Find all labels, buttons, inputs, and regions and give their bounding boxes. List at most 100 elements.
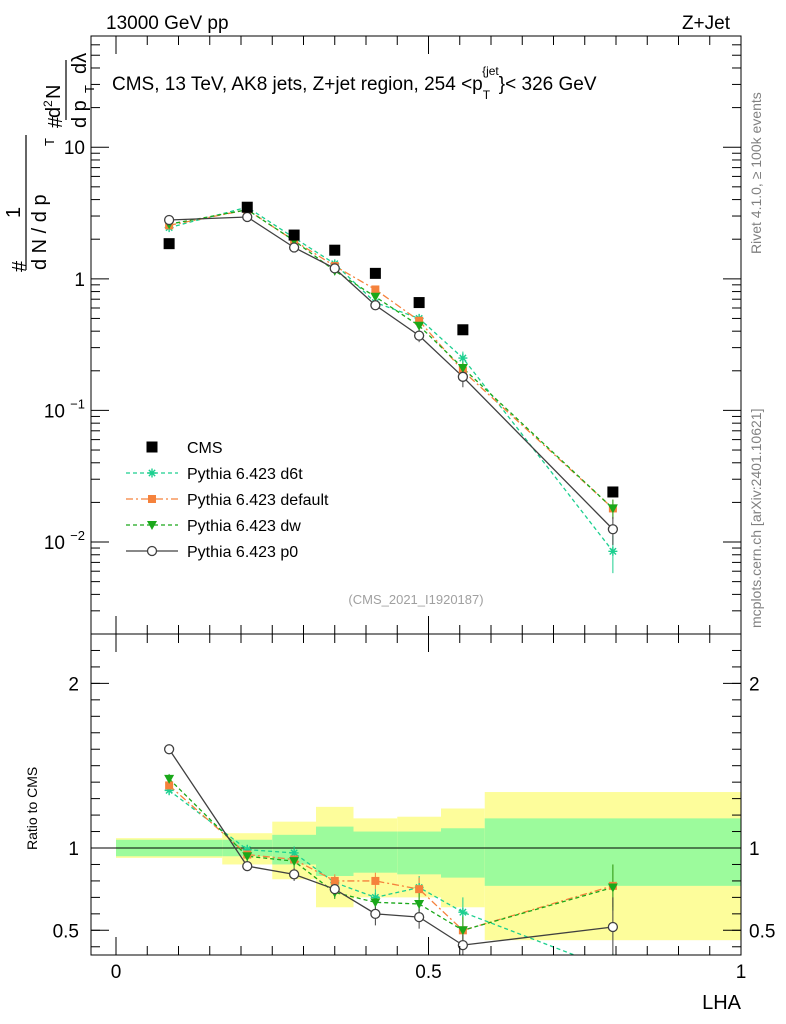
main-point-d6t: [458, 353, 468, 363]
ratio-point-d6t-shape: [289, 848, 299, 858]
main-point-p0: [413, 330, 425, 341]
ratio-point-p0-shape: [163, 744, 175, 755]
ratio-point-p0: [288, 869, 300, 880]
main-point-cms: [329, 244, 341, 256]
legend-label-d6t: Pythia 6.423 d6t: [187, 466, 303, 483]
ratio-series-line-p0: [168, 748, 613, 946]
main-point-cms-shape: [288, 229, 300, 241]
main-point-default: [371, 285, 380, 294]
ratio-ytick-label-right-2: 0.5: [749, 921, 775, 942]
legend-label-p0: Pythia 6.423 p0: [187, 544, 298, 561]
main-point-dw-shape: [414, 321, 425, 331]
ratio-point-d6t-shape: [458, 907, 468, 917]
ratio-point-p0: [163, 744, 175, 755]
ratio-point-p0: [329, 884, 340, 895]
ratio-panel-xlabel: LHA: [702, 992, 742, 1014]
ratio-point-p0-shape: [607, 921, 619, 933]
ratio-panel-marks: [163, 744, 619, 974]
title-sup: {jet: [482, 64, 499, 78]
ratio-point-d6t: [164, 785, 174, 795]
main-point-cms: [607, 486, 619, 498]
ratio-point-p0-shape: [329, 884, 340, 895]
ratio-point-default-shape: [415, 885, 424, 894]
ratio-ytick-label-right-1: 1: [749, 839, 760, 860]
main-panel-ticks: 10 1 10 −1 10 −2: [44, 35, 742, 635]
ratio-series-line-dw: [168, 778, 614, 932]
ylabel-denominator: d N / d p: [29, 194, 51, 270]
ratio-panel-ylabel: Ratio to CMS: [24, 767, 40, 850]
ratio-point-dw-shape: [242, 852, 253, 862]
main-point-d6t: [608, 546, 618, 556]
title-sup-close: }: [499, 74, 505, 95]
ratio-point-default: [165, 781, 174, 790]
ratio-point-dw: [242, 852, 253, 862]
main-point-p0: [329, 263, 340, 274]
main-ytick-exp-3: −2: [70, 528, 85, 543]
legend-label-default: Pythia 6.423 default: [187, 492, 329, 509]
main-point-cms: [288, 229, 300, 241]
ratio-band-stat: [397, 831, 441, 875]
main-point-p0-shape: [413, 330, 425, 341]
ratio-point-dw-shape: [289, 857, 300, 867]
ratio-xtick-label-2: 1: [736, 962, 747, 983]
main-point-p0-shape: [457, 371, 469, 382]
ratio-point-p0-shape: [413, 911, 425, 923]
legend-marker-cms: [146, 441, 158, 453]
ratio-xtick-label-0: 0: [111, 962, 122, 983]
ratio-point-default-shape: [330, 876, 339, 885]
main-point-p0-shape: [288, 242, 300, 253]
ratio-point-p0-shape: [242, 860, 253, 872]
ylabel-numerator-d: d: [43, 107, 65, 118]
ratio-panel-bands: [116, 792, 741, 941]
main-point-p0-shape: [607, 524, 619, 535]
main-point-cms: [163, 238, 175, 250]
legend-marker-p0: [146, 545, 158, 557]
main-point-p0: [288, 242, 300, 253]
ratio-ytick-label-left-1: 1: [68, 839, 79, 860]
ratio-point-d6t: [608, 965, 617, 974]
legend-marker-p0-shape: [146, 545, 158, 557]
ylabel-hash-2: #: [45, 116, 67, 128]
main-panel-title: CMS, 13 TeV, AK8 jets, Z+jet region, 254…: [112, 64, 597, 102]
ratio-point-dw: [370, 898, 381, 908]
ratio-point-d6t: [289, 848, 299, 858]
ratio-point-dw-shape: [164, 774, 175, 784]
ylabel-numerator-two: 2: [41, 100, 55, 107]
main-ytick-exp-2: −1: [70, 396, 85, 411]
ratio-point-p0: [413, 911, 425, 923]
main-point-p0: [607, 524, 619, 535]
main-point-dw-shape: [370, 292, 381, 302]
main-point-dw: [370, 292, 381, 302]
ylabel-numerator-n: N: [43, 85, 65, 99]
ratio-point-default: [371, 876, 380, 885]
legend-marker-d6t: [147, 468, 157, 478]
ratio-point-d6t-shape: [242, 845, 252, 855]
header-right: Z+Jet: [682, 13, 731, 34]
ratio-band-stat: [441, 828, 485, 878]
ylabel-lambda: dλ: [69, 53, 91, 74]
ratio-ytick-label-left-0: 2: [68, 674, 79, 695]
rivet-version-label: Rivet 4.1.0, ≥ 100k events: [748, 92, 764, 254]
ratio-panel-frame: [90, 633, 742, 956]
ratio-point-dw: [289, 857, 300, 867]
main-series-line-p0: [169, 216, 614, 530]
ratio-point-d6t: [458, 907, 468, 917]
ratio-point-p0: [242, 860, 253, 872]
legend-marker-dw: [147, 521, 157, 530]
ratio-point-dw-shape: [370, 898, 381, 908]
legend-marker-default: [148, 495, 156, 503]
ylabel-lower-sub: T: [82, 85, 97, 93]
main-panel: 10 1 10 −1 10 −2 CMS, 13 TeV, AK8 jets, Z+jet…: [3, 35, 742, 635]
main-point-cms-shape: [413, 297, 425, 309]
main-ytick-label-3: 10: [44, 533, 65, 554]
main-point-d6t-shape: [608, 546, 618, 556]
ratio-ytick-label-right-0: 2: [749, 674, 760, 695]
main-series-line-default: [168, 209, 614, 509]
main-point-cms-shape: [329, 244, 341, 256]
main-point-p0-shape: [370, 300, 381, 311]
ratio-point-p0-shape: [370, 908, 381, 919]
ylabel-denominator-sub: T: [42, 138, 57, 146]
main-point-dw-shape: [607, 504, 618, 514]
ratio-series-line-default: [168, 784, 614, 932]
ratio-point-dw: [607, 883, 618, 893]
